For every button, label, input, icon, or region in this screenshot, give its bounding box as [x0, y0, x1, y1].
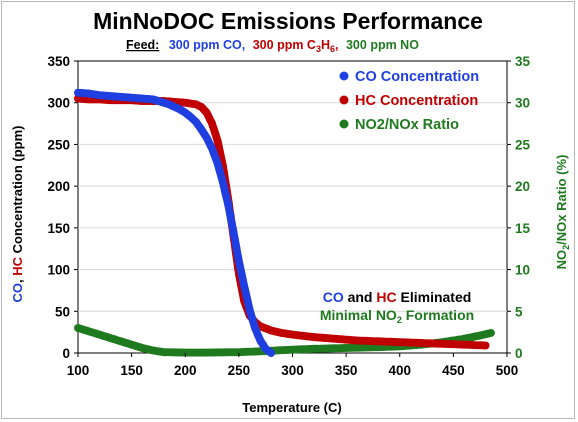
- annotation-line-2: Minimal NO2 Formation: [320, 307, 474, 325]
- y2-axis-label-post: /NOx Ratio (%): [554, 155, 569, 245]
- series-layer: [74, 88, 495, 357]
- x-tick-label-300: 300: [281, 363, 304, 378]
- y-axis-label-hc: HC: [10, 256, 25, 275]
- feed-hc-comma: ,: [335, 38, 338, 52]
- x-tick-label-350: 350: [335, 363, 358, 378]
- y-tick-label-0: 0: [62, 346, 70, 361]
- x-tick-label-150: 150: [120, 363, 143, 378]
- series-no2-nox: [74, 324, 495, 357]
- y-axis-label-sep: ,: [10, 279, 25, 283]
- x-tick-label-250: 250: [228, 363, 251, 378]
- y-tick-label-250: 250: [47, 137, 70, 152]
- x-tick-label-450: 450: [442, 363, 465, 378]
- feed-hc-sub6: 6: [330, 44, 335, 54]
- legend-label-no2-nox: NO2/NOx Ratio: [355, 117, 459, 133]
- feed-hc-sub3: 3: [316, 44, 321, 54]
- annotation-line-2-sub: 2: [397, 315, 402, 325]
- annotation-eliminated: Eliminated: [397, 289, 472, 305]
- series-co: [74, 88, 276, 357]
- y-axis-label-co: CO: [10, 283, 25, 303]
- legend-label-co: CO Concentration: [355, 69, 479, 85]
- x-tick-label-200: 200: [174, 363, 197, 378]
- chart-subtitle: Feed: 300 ppm CO, 300 ppm C3H6, 300 ppm …: [126, 38, 419, 54]
- y2-tick-label-15: 15: [515, 221, 531, 236]
- feed-hc: 300 ppm C: [253, 38, 316, 52]
- y-axis-label: CO, HC Concentration (ppm): [10, 126, 25, 303]
- chart-title: MinNoDOC Emissions Performance: [93, 8, 483, 34]
- y2-tick-label-0: 0: [515, 346, 523, 361]
- feed-hc-h: H: [321, 38, 330, 52]
- y2-tick-label-20: 20: [515, 179, 530, 194]
- data-point: [481, 341, 490, 350]
- y-tick-label-50: 50: [55, 304, 70, 319]
- y-tick-label-100: 100: [47, 263, 70, 278]
- gridlines: [78, 102, 507, 312]
- data-point: [486, 328, 495, 337]
- y-tick-label-300: 300: [47, 96, 70, 111]
- data-point: [267, 349, 276, 357]
- annotation-and: and: [344, 289, 377, 305]
- x-axis-label: Temperature (C): [242, 400, 341, 415]
- x-tick-label-400: 400: [388, 363, 411, 378]
- y2-axis-label-sub: 2: [561, 245, 571, 250]
- y2-tick-label-30: 30: [515, 96, 530, 111]
- y2-axis-label-pre: NO: [554, 250, 569, 270]
- y2-tick-label-5: 5: [515, 304, 523, 319]
- y2-tick-label-10: 10: [515, 263, 530, 278]
- y-tick-label-200: 200: [47, 179, 70, 194]
- y-tick-label-150: 150: [47, 221, 70, 236]
- y2-tick-label-35: 35: [515, 54, 531, 69]
- feed-no: 300 ppm NO: [346, 38, 419, 52]
- x-tick-label-100: 100: [67, 363, 90, 378]
- tick-labels: 0 50 100 150 200 250 300 350 0 5 10 15 20 25 30 35 100 15…: [47, 54, 530, 378]
- annotation-hc: HC: [376, 289, 396, 305]
- feed-co: 300 ppm CO,: [169, 38, 245, 52]
- y-axis-label-rest: Concentration (ppm): [10, 126, 25, 257]
- legend-marker-co: [339, 71, 349, 81]
- legend-label-hc: HC Concentration: [355, 93, 478, 109]
- annotation-co: CO: [323, 289, 344, 305]
- y2-tick-label-25: 25: [515, 137, 531, 152]
- plot-area: [77, 60, 508, 354]
- x-tick-label-500: 500: [496, 363, 519, 378]
- y-tick-label-350: 350: [47, 54, 70, 69]
- y2-axis-label: NO2/NOx Ratio (%): [554, 155, 571, 270]
- annotation-line-2-pre: Minimal NO: [320, 307, 397, 323]
- legend: CO Concentration HC Concentration NO2/NOx …: [339, 69, 479, 133]
- legend-marker-hc: [339, 95, 349, 105]
- feed-label: Feed:: [126, 38, 159, 52]
- annotation-line-1: CO and HC Eliminated: [323, 289, 472, 305]
- legend-marker-no2-nox: [339, 119, 349, 129]
- annotation-line-2-post: Formation: [402, 307, 474, 323]
